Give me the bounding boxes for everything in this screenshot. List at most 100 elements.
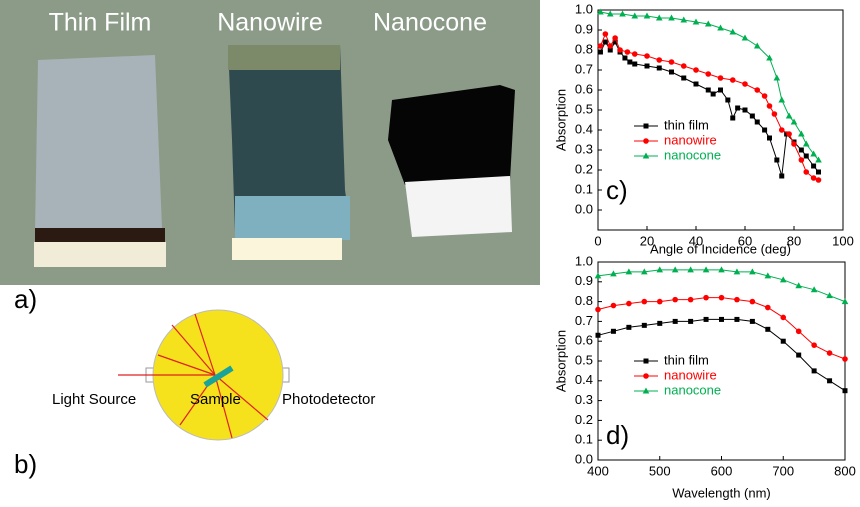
marker xyxy=(803,153,809,159)
marker xyxy=(607,47,613,53)
marker xyxy=(641,322,647,328)
y-tick-label: 0.1 xyxy=(575,432,593,447)
panel-label: c) xyxy=(606,175,628,205)
y-tick-label: 0.2 xyxy=(575,161,593,176)
y-tick-label: 0.3 xyxy=(575,141,593,156)
thin-film-edge xyxy=(35,228,165,242)
marker xyxy=(741,34,749,41)
marker xyxy=(688,318,694,324)
legend-label: nanowire xyxy=(664,132,717,147)
marker xyxy=(657,320,663,326)
legend-marker xyxy=(643,123,649,129)
marker xyxy=(626,324,632,330)
marker xyxy=(610,270,617,277)
marker xyxy=(687,266,694,273)
marker xyxy=(842,388,848,394)
marker xyxy=(627,59,633,65)
marker xyxy=(632,61,638,67)
marker xyxy=(625,268,633,275)
marker xyxy=(672,296,678,303)
marker xyxy=(597,49,603,55)
marker xyxy=(656,65,662,71)
marker xyxy=(774,157,780,163)
legend-label: nanocone xyxy=(664,382,721,397)
marker xyxy=(816,169,821,175)
x-tick-label: 80 xyxy=(787,233,801,248)
marker xyxy=(753,42,761,49)
marker xyxy=(597,43,604,49)
marker xyxy=(810,175,817,181)
marker xyxy=(766,54,773,61)
marker xyxy=(644,63,650,69)
marker xyxy=(749,318,755,324)
marker xyxy=(597,8,604,15)
marker xyxy=(643,12,651,19)
marker xyxy=(773,74,781,81)
y-tick-label: 0.0 xyxy=(575,451,593,466)
marker xyxy=(798,147,804,153)
marker xyxy=(749,298,756,305)
nanowire-sample xyxy=(228,45,350,232)
marker xyxy=(811,342,817,348)
marker xyxy=(617,47,623,53)
marker xyxy=(778,127,785,133)
marker xyxy=(693,67,699,73)
nanocone-sample xyxy=(388,85,515,185)
y-tick-label: 0.2 xyxy=(575,412,593,427)
marker xyxy=(717,75,724,81)
y-tick-label: 0.6 xyxy=(575,333,593,348)
marker xyxy=(735,105,741,111)
y-tick-label: 0.3 xyxy=(575,392,593,407)
marker xyxy=(798,157,805,163)
x-tick-label: 800 xyxy=(834,463,856,478)
marker xyxy=(779,173,785,179)
y-tick-label: 0.4 xyxy=(575,372,593,387)
marker xyxy=(626,300,632,307)
series-line xyxy=(597,318,846,392)
x-tick-label: 700 xyxy=(772,463,794,478)
marker xyxy=(644,53,650,59)
x-tick-label: 40 xyxy=(689,233,703,248)
marker xyxy=(762,127,768,133)
y-tick-label: 0.7 xyxy=(575,313,593,328)
diagram-label: Light Source xyxy=(52,391,136,408)
marker xyxy=(764,272,772,279)
marker xyxy=(606,10,614,17)
marker xyxy=(749,268,756,275)
marker xyxy=(827,378,833,384)
marker xyxy=(656,298,663,305)
legend-label: thin film xyxy=(664,352,709,367)
marker xyxy=(595,306,601,313)
marker xyxy=(795,282,802,289)
marker xyxy=(668,14,675,21)
marker xyxy=(733,268,741,275)
y-tick-label: 0.0 xyxy=(575,201,593,216)
panel-label: d) xyxy=(606,420,629,450)
marker xyxy=(619,10,626,17)
y-tick-label: 0.9 xyxy=(575,273,593,288)
marker xyxy=(719,316,724,322)
marker xyxy=(749,113,755,119)
x-tick-label: 400 xyxy=(587,463,609,478)
legend-marker xyxy=(642,387,650,394)
photo-label: Nanowire xyxy=(217,9,323,37)
marker xyxy=(705,87,711,93)
marker xyxy=(631,51,638,57)
marker xyxy=(842,356,848,362)
marker xyxy=(785,112,793,119)
marker xyxy=(718,266,725,273)
marker xyxy=(796,352,802,358)
marker xyxy=(729,77,736,83)
marker xyxy=(742,107,748,113)
marker xyxy=(826,350,833,356)
marker xyxy=(656,57,663,63)
x-tick-label: 100 xyxy=(832,233,854,248)
marker xyxy=(692,18,700,25)
x-axis-label: Wavelength (nm) xyxy=(672,485,771,500)
marker xyxy=(754,87,761,93)
marker xyxy=(803,169,810,175)
y-tick-label: 0.8 xyxy=(575,41,593,56)
marker xyxy=(730,115,736,121)
marker xyxy=(681,75,687,81)
